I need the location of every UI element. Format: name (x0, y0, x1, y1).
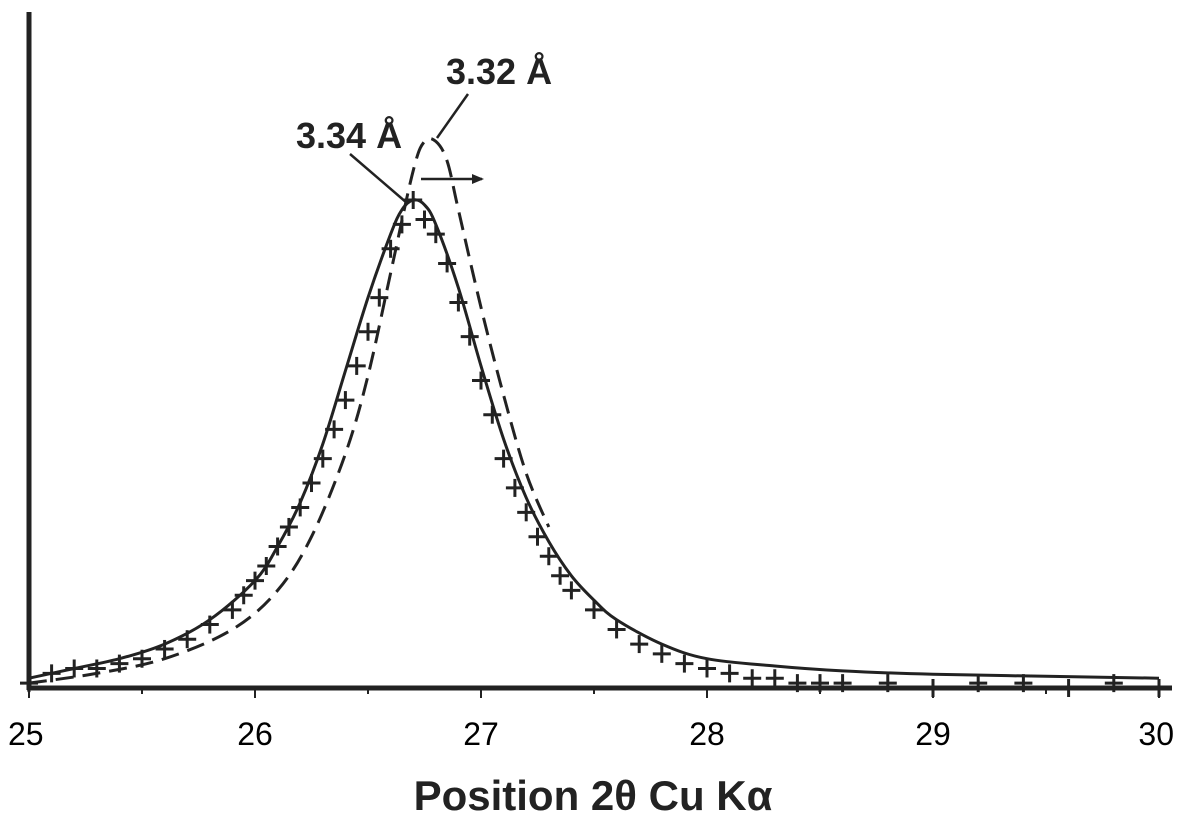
data-point-plus (505, 478, 524, 497)
data-point-plus (539, 547, 558, 566)
data-point-plus (178, 630, 197, 649)
plot-area (20, 136, 1168, 697)
x-tick-label: 29 (915, 716, 951, 752)
data-point-plus (234, 586, 253, 605)
data-point-plus (585, 600, 603, 619)
x-tick-label: 27 (463, 716, 499, 752)
data-point-plus (528, 527, 547, 546)
data-point-plus (65, 659, 84, 678)
annotation-3-34-pointer (349, 153, 408, 204)
data-point-plus (743, 669, 762, 688)
data-point-plus (313, 449, 332, 468)
tick-labels: 25 26 27 28 29 30 (8, 716, 1174, 752)
data-point-plus (325, 420, 344, 439)
data-point-plus (517, 503, 536, 522)
data-point-plus (675, 654, 694, 673)
data-point-plus (268, 537, 287, 556)
data-point-plus (359, 322, 377, 341)
data-point-plus (438, 254, 457, 273)
data-point-plus (381, 239, 400, 258)
data-point-plus (449, 293, 468, 312)
x-tick-label: 25 (8, 716, 44, 752)
data-point-plus (483, 405, 502, 424)
annotation-3-32-pointer (435, 93, 470, 139)
data-point-plus (87, 659, 106, 678)
data-point-plus (472, 371, 490, 390)
x-ticks (28, 688, 1160, 698)
data-point-plus (279, 517, 298, 536)
data-point-plus (110, 654, 129, 673)
x-tick-label: 26 (237, 716, 273, 752)
data-point-plus (302, 474, 321, 493)
data-point-plus (336, 391, 355, 410)
annotation-3-32: 3.32 Å (446, 51, 552, 92)
series-solid-line (28, 198, 1160, 680)
data-point-plus (698, 659, 716, 678)
data-point-plus (370, 288, 389, 307)
data-point-plus (630, 635, 649, 654)
data-point-plus (133, 649, 151, 668)
x-tick-label: 30 (1138, 716, 1174, 752)
data-point-plus (494, 449, 513, 468)
data-point-plus (607, 620, 626, 639)
data-point-plus (562, 581, 581, 600)
data-point-plus (426, 225, 445, 244)
data-point-plus (652, 644, 671, 663)
data-point-plus (155, 639, 174, 658)
data-point-plus (551, 566, 570, 585)
data-point-plus (415, 210, 434, 229)
data-point-plus (404, 191, 423, 209)
data-point-plus (460, 327, 479, 346)
data-point-plus (392, 215, 411, 234)
annotation-3-34: 3.34 Å (296, 115, 402, 156)
data-point-plus (347, 356, 366, 375)
data-point-plus (720, 664, 739, 683)
series-dashed-line (28, 136, 551, 685)
data-point-plus (200, 615, 219, 634)
data-point-plus (246, 571, 264, 590)
data-point-plus (765, 669, 784, 688)
x-tick-label: 28 (689, 716, 725, 752)
data-point-plus (223, 600, 242, 619)
x-axis-label: Position 2θ Cu Kα (414, 772, 773, 819)
data-point-plus (291, 498, 310, 517)
data-point-plus (257, 557, 276, 575)
data-point-plus (42, 664, 61, 683)
